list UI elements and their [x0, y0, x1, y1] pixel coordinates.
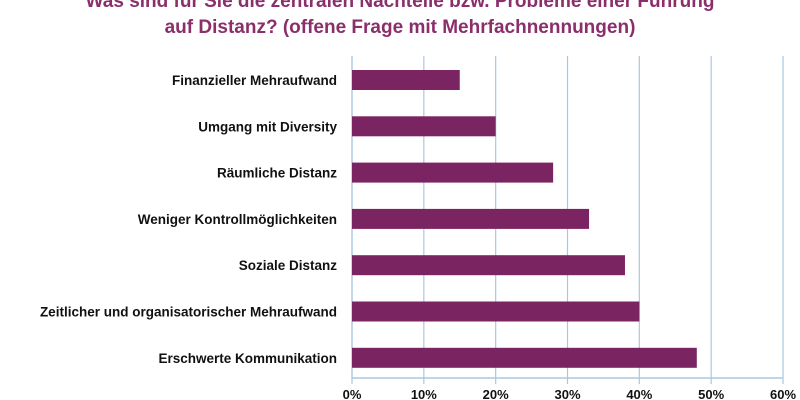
- bar: [352, 347, 697, 368]
- x-tick-label: 20%: [483, 387, 509, 400]
- x-tick-label: 60%: [770, 387, 796, 400]
- x-tick-label: 10%: [411, 387, 437, 400]
- category-label: Erschwerte Kommunikation: [158, 351, 337, 366]
- category-label: Finanzieller Mehraufwand: [172, 73, 337, 88]
- chart-title-line-2: auf Distanz? (offene Frage mit Mehrfachn…: [164, 17, 636, 38]
- x-tick-label: 40%: [626, 387, 652, 400]
- bar: [352, 255, 625, 276]
- x-tick-label: 0%: [343, 387, 362, 400]
- bar: [352, 208, 590, 229]
- category-label: Soziale Distanz: [239, 258, 338, 273]
- x-tick-label: 50%: [698, 387, 724, 400]
- category-label: Umgang mit Diversity: [198, 119, 337, 134]
- x-tick-label: 30%: [554, 387, 580, 400]
- bar: [352, 301, 640, 322]
- category-label: Zeitlicher und organisatorischer Mehrauf…: [40, 305, 337, 320]
- chart-title-line-1: Was sind für Sie die zentralen Nachteile…: [85, 0, 715, 12]
- category-label: Räumliche Distanz: [217, 166, 337, 181]
- bar: [352, 116, 496, 137]
- category-label: Weniger Kontrollmöglichkeiten: [138, 212, 337, 227]
- bar: [352, 162, 554, 183]
- bar: [352, 70, 460, 90]
